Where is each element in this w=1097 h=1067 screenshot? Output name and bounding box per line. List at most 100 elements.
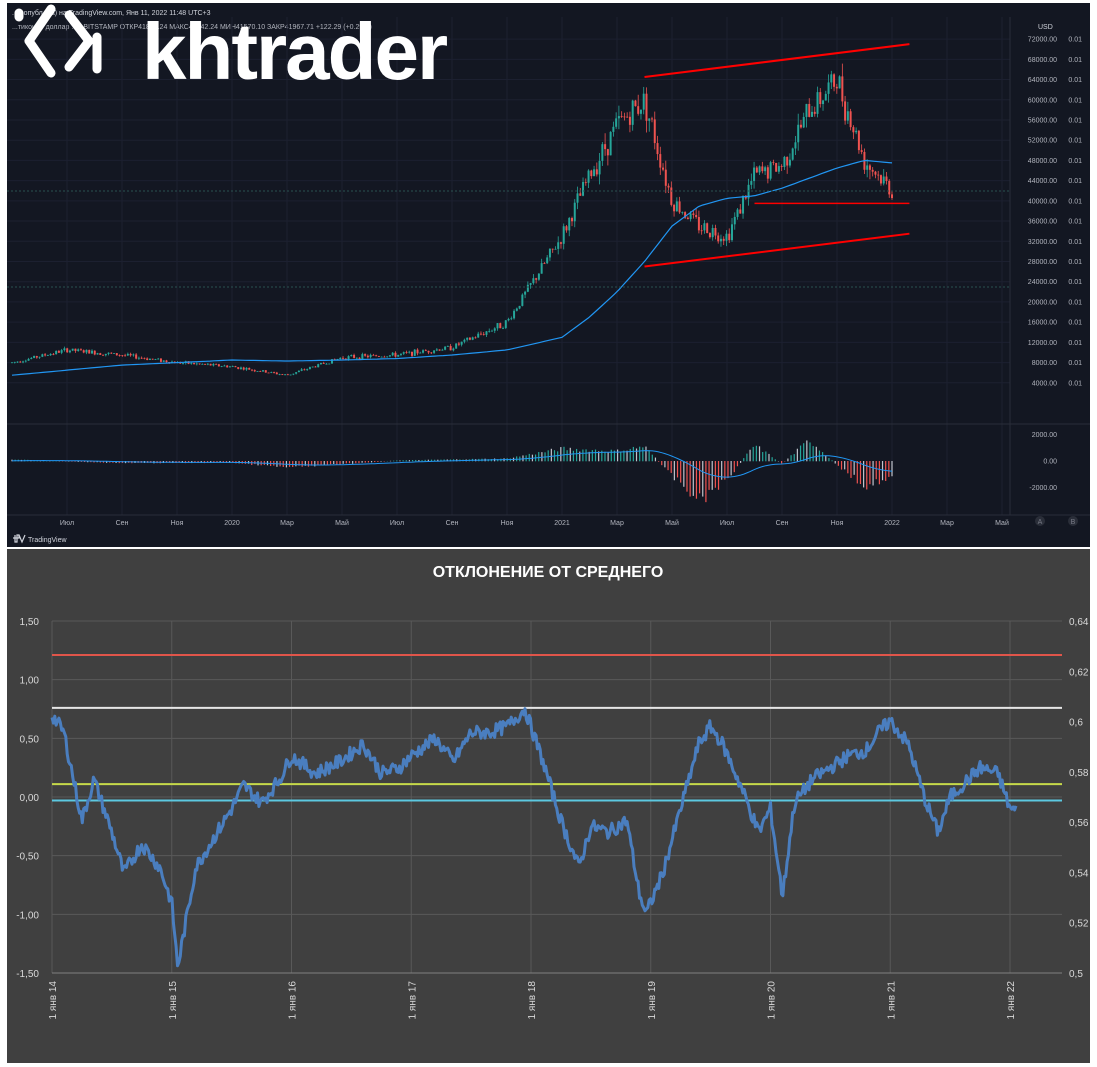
tradingview-chart: ...а опубл...(а) на TradingView.com, Янв…	[7, 4, 1090, 544]
candle-body	[350, 354, 353, 357]
time-tick-label: 2021	[554, 520, 570, 527]
candle-body	[502, 327, 505, 329]
histogram-bar	[752, 446, 754, 462]
candle-body	[399, 353, 402, 355]
candle-body	[63, 348, 66, 351]
histogram-bar	[654, 457, 657, 462]
candle-body	[446, 345, 449, 347]
histogram-bar	[866, 461, 868, 490]
candle-body	[295, 372, 298, 374]
candle-body	[449, 345, 452, 351]
deviation-right-tick-label: 0,52	[1069, 919, 1089, 930]
candle-body	[816, 92, 819, 114]
log-scale-button[interactable]: B	[1068, 516, 1078, 526]
candle-body	[706, 223, 709, 234]
candle-body	[239, 367, 242, 369]
histogram-bar	[336, 461, 338, 465]
candle-body	[165, 360, 168, 363]
histogram-bar	[695, 461, 698, 499]
tradingview-logo[interactable]: TradingView	[13, 534, 67, 544]
candle-body	[339, 357, 342, 360]
secondary-tick-label: 0.01	[1068, 178, 1082, 185]
deviation-left-tick-label: -1,50	[16, 969, 39, 980]
candle-body	[628, 116, 631, 125]
candle-body	[135, 354, 138, 359]
candle-body	[93, 350, 96, 355]
candle-body	[482, 334, 485, 335]
candle-body	[300, 369, 303, 371]
deviation-left-axis: 1,50 1,00 0,50 0,00 -0,50 -1,00 -1,50	[16, 617, 39, 980]
tradingview-chart-panel: ...а опубл...(а) на TradingView.com, Янв…	[7, 3, 1090, 547]
histogram-bar	[850, 461, 852, 478]
time-axis[interactable]: Июл Сен Ноя 2020 Мар Май Июл Сен Ноя 2021 Мар Май Ию…	[60, 519, 1009, 527]
candle-body	[259, 371, 262, 372]
time-tick-label: Мар	[280, 520, 294, 527]
candle-body	[372, 354, 375, 356]
candle-body	[366, 355, 369, 358]
candle-body	[361, 354, 364, 360]
trend-line[interactable]	[644, 43, 910, 79]
tv-header-line1: ...а опубл...(а) на TradingView.com, Янв…	[12, 9, 211, 17]
candle-body	[868, 165, 871, 170]
candle-body	[813, 111, 816, 114]
candle-body	[190, 363, 193, 364]
candle-body	[719, 238, 722, 242]
candle-body	[118, 355, 121, 356]
candle-body	[642, 93, 645, 110]
candle-body	[573, 202, 576, 222]
histogram-bar	[692, 461, 694, 496]
histogram-bar	[348, 461, 351, 464]
candle-body	[364, 354, 367, 356]
candle-body	[888, 180, 891, 195]
deviation-right-tick-label: 0,64	[1069, 617, 1089, 628]
histogram-bar	[796, 448, 798, 462]
histogram-bar	[859, 461, 862, 484]
candle-body	[46, 355, 49, 356]
histogram-bar	[440, 459, 442, 462]
time-tick-label: Июл	[60, 520, 74, 527]
time-tick-label: Ноя	[171, 520, 184, 527]
candle-body	[121, 355, 124, 357]
candle-body	[579, 193, 582, 196]
price-axis[interactable]: 72000.00 68000.00 64000.00 60000.00 56000.00…	[1028, 37, 1057, 388]
candle-body	[518, 305, 521, 309]
secondary-tick-label: 0.01	[1068, 198, 1082, 205]
candle-body	[22, 361, 25, 363]
price-tick-label: 12000.00	[1028, 340, 1057, 347]
histogram-bar	[339, 461, 341, 465]
price-tick-label: 4000.00	[1032, 380, 1057, 387]
histogram-bar	[415, 459, 417, 462]
indicator-tick-label: 2000.00	[1032, 432, 1057, 439]
candle-body	[708, 233, 711, 238]
time-tick-label: Сен	[776, 520, 789, 527]
trend-line[interactable]	[644, 232, 910, 268]
secondary-tick-label: 0.01	[1068, 299, 1082, 306]
candle-body	[151, 358, 154, 360]
candle-body	[435, 349, 438, 351]
histogram-bar	[702, 461, 704, 497]
histogram-bar	[364, 461, 366, 463]
candle-body	[548, 248, 551, 258]
histogram-bar	[610, 449, 612, 462]
histogram-bar	[317, 461, 319, 465]
histogram-bar	[99, 461, 101, 463]
histogram-bar	[106, 461, 108, 463]
histogram-bar	[698, 461, 701, 494]
histogram-bar	[380, 461, 382, 462]
histogram-bar	[566, 450, 568, 462]
histogram-bar	[733, 461, 735, 473]
candle-body	[157, 358, 160, 360]
auto-scale-button[interactable]: A	[1035, 516, 1045, 526]
candle-body	[637, 106, 640, 114]
candle-body	[107, 352, 110, 354]
histogram-bar	[361, 461, 363, 463]
secondary-tick-label: 0.01	[1068, 57, 1082, 64]
histogram-bar	[790, 455, 792, 462]
histogram-bar	[83, 461, 86, 463]
candle-body	[253, 370, 256, 372]
candle-body	[595, 169, 598, 175]
time-tick-label: 2022	[884, 520, 900, 527]
candle-body	[802, 116, 805, 128]
candle-body	[146, 358, 149, 360]
candle-body	[292, 373, 295, 375]
